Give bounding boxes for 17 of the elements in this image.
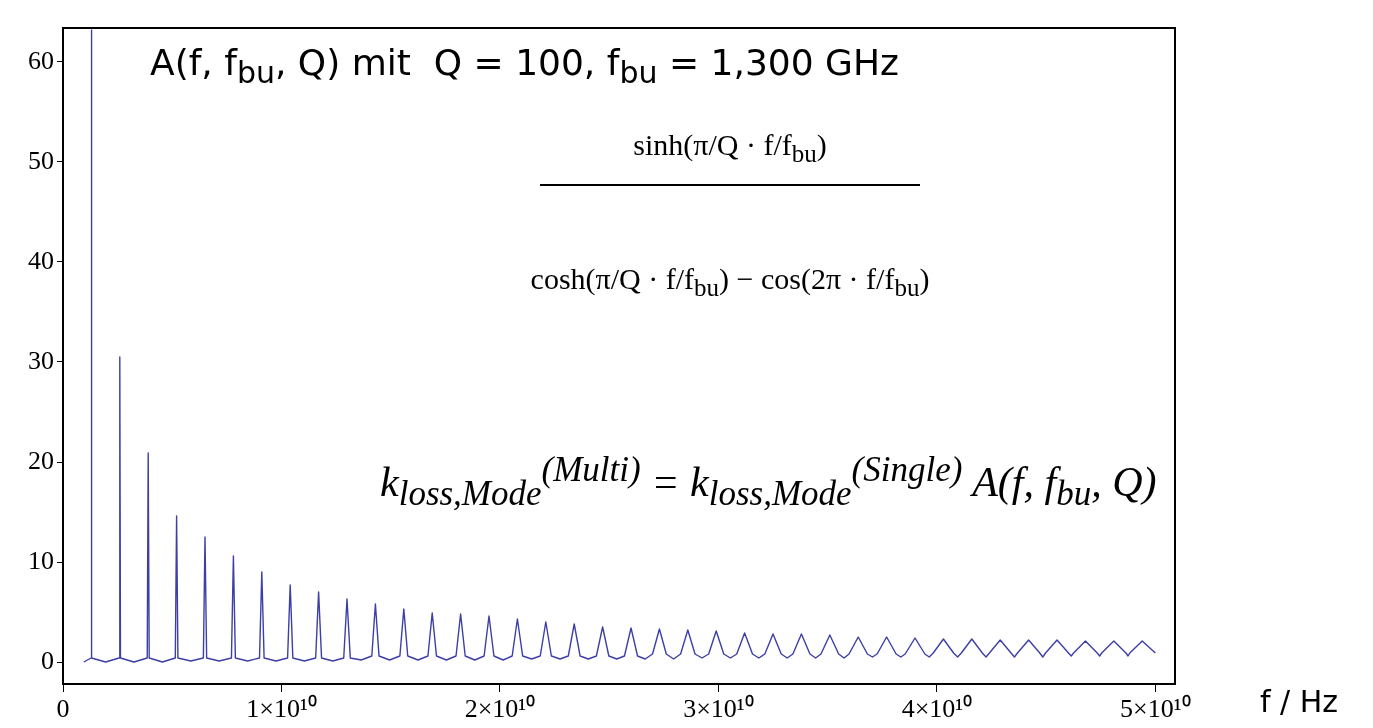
text: k$_{loss,Mode}$$^{(Multi)}$ = k$_{loss,Mode}$$^{(Single)}$ A(f, f$_{bu}$, Q) <box>380 450 1157 514</box>
annotation: cosh(π/Q · f/f$_{bu}$) − cos(2π · f/f$_{bu}$) <box>529 262 931 302</box>
annotation: sinh(π/Q · f/f$_{bu}$) <box>540 128 920 186</box>
y-tick-label: 0 <box>41 645 54 675</box>
y-tick-label: 10 <box>28 545 54 575</box>
x-axis-title: f / Hz <box>1260 684 1339 719</box>
x-tick-label: 1×10¹⁰ <box>246 694 317 724</box>
text: A(f, f$_{bu}$, Q) mit Q = 100, f$_{bu}$ = 1,300 GHz <box>150 42 899 91</box>
y-tick-label: 50 <box>28 145 54 175</box>
y-tick-label: 20 <box>28 445 54 475</box>
y-tick-label: 30 <box>28 345 54 375</box>
y-tick-label: 40 <box>28 245 54 275</box>
x-tick-label: 2×10¹⁰ <box>464 694 536 724</box>
y-tick-label: 60 <box>28 45 54 75</box>
x-tick-label: 3×10¹⁰ <box>683 694 754 724</box>
x-tick-label: 5×10¹⁰ <box>1120 694 1191 724</box>
x-tick-label: 4×10¹⁰ <box>901 694 973 724</box>
